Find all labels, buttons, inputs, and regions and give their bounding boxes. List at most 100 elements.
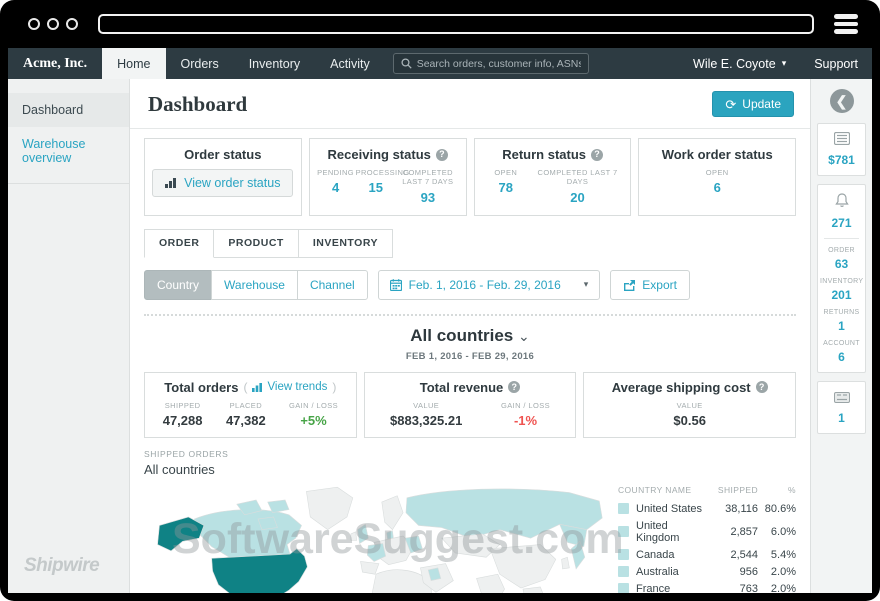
metric-placed: PLACED 47,382 (225, 400, 266, 429)
nav-tab-activity[interactable]: Activity (330, 56, 370, 71)
right-rail: ❮ $781 271 ORDER 63 (810, 79, 872, 593)
global-search[interactable] (392, 53, 589, 74)
avg-shipping-cost-title: Average shipping cost ? (590, 380, 789, 395)
search-input[interactable] (416, 57, 581, 70)
world-map[interactable]: SoftwareSuggest.com (144, 483, 624, 593)
return-status-card: Return status ? OPEN 78 COMPLETED LAST 7… (473, 138, 632, 216)
table-row[interactable]: Canada 2,544 5.4% (618, 546, 796, 563)
sidebar-divider (8, 183, 129, 184)
nav-tab-home[interactable]: Home (102, 48, 166, 79)
user-menu[interactable]: Wile E. Coyote ▾ (679, 48, 800, 79)
help-icon[interactable]: ? (591, 148, 604, 161)
total-revenue-title: Total revenue ? (371, 380, 570, 395)
color-swatch (618, 583, 629, 593)
export-icon (623, 279, 636, 291)
metric-shipped: SHIPPED 47,288 (162, 400, 203, 429)
window-minimize-button[interactable] (47, 18, 59, 30)
metric-value: VALUE $0.56 (673, 400, 706, 429)
view-order-status-button[interactable]: View order status (152, 169, 294, 197)
map-title: All countries (144, 462, 215, 478)
window-controls (28, 18, 78, 30)
selection-date-range: FEB 1, 2016 - FEB 29, 2016 (405, 350, 535, 362)
nav-tab-orders[interactable]: Orders (180, 56, 219, 71)
order-status-title: Order status (184, 147, 262, 162)
update-button[interactable]: ⟳ Update (712, 91, 794, 117)
table-row[interactable]: United Kingdom 2,857 6.0% (618, 517, 796, 546)
page-title: Dashboard (148, 91, 248, 116)
rail-counter-order[interactable]: ORDER 63 (828, 247, 855, 271)
balance-value: $781 (828, 153, 855, 167)
app-window: Acme, Inc. Home Orders Inventory Activit… (8, 48, 872, 593)
metric-processing: PROCESSING 15 (355, 168, 410, 196)
browser-menu-icon[interactable] (834, 14, 866, 34)
rail-counter-returns[interactable]: RETURNS 1 (823, 309, 860, 333)
selection-header: All countries ⌄ FEB 1, 2016 - FEB 29, 20… (144, 326, 796, 362)
nav-tab-inventory[interactable]: Inventory (248, 56, 301, 71)
metric-value: VALUE $883,325.21 (390, 400, 463, 429)
table-row[interactable]: Australia 956 2.0% (618, 563, 796, 580)
status-cards-row: Order status View order status Receiving… (144, 138, 796, 216)
support-link[interactable]: Support (814, 56, 858, 71)
bar-chart-icon (252, 382, 263, 392)
color-swatch (618, 549, 629, 561)
bell-icon[interactable] (834, 193, 849, 208)
metric-open: OPEN 78 (494, 168, 518, 196)
total-revenue-card: Total revenue ? VALUE $883,325.21 GAIN /… (363, 371, 577, 439)
rail-counter-account[interactable]: ACCOUNT 6 (823, 340, 860, 364)
tab-inventory[interactable]: INVENTORY (297, 228, 394, 258)
country-selector[interactable]: All countries ⌄ (410, 325, 530, 345)
sidebar-item-dashboard[interactable]: Dashboard (8, 93, 129, 127)
balance-card[interactable]: $781 (817, 123, 866, 176)
help-icon[interactable]: ? (435, 148, 448, 161)
refresh-icon: ⟳ (725, 96, 737, 112)
receiving-status-card: Receiving status ? PENDING 4 PROCESSING (308, 138, 467, 216)
filter-country-button[interactable]: Country (144, 269, 213, 300)
help-icon[interactable]: ? (508, 381, 521, 394)
date-range-select[interactable]: Feb. 1, 2016 - Feb. 29, 2016 ▾ (377, 269, 601, 300)
date-range-value: Feb. 1, 2016 - Feb. 29, 2016 (408, 277, 561, 292)
report-tabs: ORDER PRODUCT INVENTORY (144, 228, 796, 258)
tab-order[interactable]: ORDER (144, 228, 215, 258)
filter-warehouse-button[interactable]: Warehouse (211, 269, 298, 300)
metric-pending: PENDING 4 (317, 168, 355, 196)
rail-counter-inventory[interactable]: INVENTORY 201 (820, 278, 864, 302)
table-row[interactable]: France 763 2.0% (618, 580, 796, 593)
work-order-status-card: Work order status OPEN 6 (638, 138, 796, 216)
country-table-header: COUNTRY NAME SHIPPED % (618, 485, 796, 496)
receiving-status-title: Receiving status ? (316, 147, 460, 162)
work-order-status-title: Work order status (661, 147, 773, 162)
window-close-button[interactable] (28, 18, 40, 30)
table-row[interactable]: United States 38,116 80.6% (618, 500, 796, 517)
rail-divider (824, 238, 859, 239)
avg-shipping-cost-card: Average shipping cost ? VALUE $0.56 (583, 371, 797, 439)
export-button[interactable]: Export (610, 269, 690, 300)
giftcard-card[interactable]: 1 (817, 381, 866, 434)
page-header: Dashboard ⟳ Update (130, 79, 810, 129)
help-icon[interactable]: ? (755, 381, 768, 394)
total-orders-card: Total orders ( View trends ) SHI (144, 371, 357, 439)
return-status-title: Return status ? (481, 147, 625, 162)
card-icon (833, 392, 850, 403)
notifications-card: 271 ORDER 63 INVENTORY 201 RETURNS 1 (817, 184, 866, 373)
address-bar[interactable] (98, 14, 814, 34)
top-navbar: Acme, Inc. Home Orders Inventory Activit… (8, 48, 872, 79)
total-orders-title: Total orders ( View trends ) (164, 379, 337, 395)
search-icon (401, 58, 412, 69)
window-maximize-button[interactable] (66, 18, 78, 30)
color-swatch (618, 566, 629, 578)
filter-channel-button[interactable]: Channel (296, 269, 368, 300)
invoice-icon (833, 132, 850, 145)
shipwire-logo: Shipwire (24, 555, 100, 576)
view-trends-link[interactable]: View trends (252, 381, 327, 393)
metric-gain-loss: GAIN / LOSS -1% (501, 400, 550, 429)
caret-down-icon: ▾ (781, 58, 787, 68)
color-swatch (618, 526, 629, 538)
metric-open: OPEN 6 (705, 168, 729, 196)
caret-down-icon: ▾ (583, 279, 589, 290)
bar-chart-icon (165, 178, 177, 188)
order-status-card: Order status View order status (144, 138, 302, 216)
collapse-rail-button[interactable]: ❮ (829, 89, 854, 113)
sidebar-item-warehouse-overview[interactable]: Warehouse overview (22, 137, 86, 165)
tab-product[interactable]: PRODUCT (213, 228, 299, 258)
